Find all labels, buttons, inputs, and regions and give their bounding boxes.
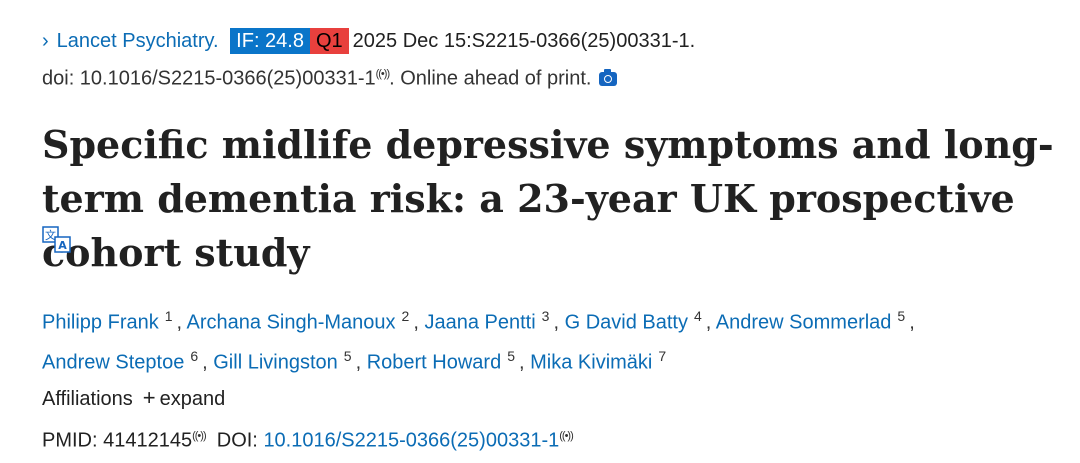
svg-text:文: 文 <box>45 228 56 242</box>
camera-icon[interactable] <box>599 68 618 86</box>
author-link[interactable]: Archana Singh-Manoux <box>186 311 396 334</box>
impact-factor-badge: IF: 24.8 <box>230 28 310 54</box>
plus-icon[interactable]: + <box>142 385 156 410</box>
affiliations-label: Affiliations <box>42 388 133 410</box>
article-title: Specific midlife depressive symptoms and… <box>42 122 1054 275</box>
translate-icon[interactable]: 文 A <box>42 226 72 254</box>
author-link[interactable]: Gill Livingston <box>213 351 338 374</box>
affiliation-number[interactable]: 6 <box>190 347 199 364</box>
affiliation-number[interactable]: 3 <box>541 308 550 324</box>
affiliation-number[interactable]: 7 <box>658 347 667 364</box>
journal-link[interactable]: Lancet Psychiatry. <box>56 30 219 52</box>
citation-date: 2025 Dec 15:S2215-0366(25)00331-1. <box>352 30 696 52</box>
author-link[interactable]: Philipp Frank <box>42 311 159 334</box>
chevron-right-icon[interactable]: › <box>42 30 49 52</box>
doi-label: DOI: <box>216 429 258 452</box>
author-link[interactable]: Andrew Steptoe <box>42 351 185 374</box>
author-link[interactable]: G David Batty <box>564 311 688 334</box>
affiliation-number[interactable]: 5 <box>897 308 906 324</box>
doi-link[interactable]: 10.1016/S2215-0366(25)00331-1 <box>263 429 560 452</box>
doi-text: doi: 10.1016/S2215-0366(25)00331-1 <box>42 67 376 90</box>
author-link[interactable]: Jaana Pentti <box>424 311 536 334</box>
citation-line: › Lancet Psychiatry. IF: 24.8 Q1 2025 Dec 1… <box>42 27 695 55</box>
live-signal-icon: ((•)) <box>192 430 206 442</box>
affiliations-toggle[interactable]: Affiliations + expand <box>42 384 225 413</box>
affiliation-number[interactable]: 5 <box>343 347 352 364</box>
live-signal-icon: ((•)) <box>559 430 573 442</box>
expand-button[interactable]: expand <box>159 388 226 410</box>
svg-text:A: A <box>58 239 67 252</box>
affiliation-number[interactable]: 2 <box>401 308 410 324</box>
affiliation-number[interactable]: 5 <box>507 347 515 364</box>
doi-line: doi: 10.1016/S2215-0366(25)00331-1((•)).… <box>42 60 618 93</box>
quartile-badge: Q1 <box>309 28 349 54</box>
author-link[interactable]: Andrew Sommerlad <box>715 311 892 334</box>
author-list: Philipp Frank 1, Archana Singh-Manoux 2, J… <box>42 308 915 374</box>
status-text: . Online ahead of print. <box>389 67 592 90</box>
author-link[interactable]: Mika Kivimäki <box>530 351 653 374</box>
affiliation-number[interactable]: 1 <box>164 308 173 324</box>
live-signal-icon: ((•)) <box>375 68 390 80</box>
pmid-label: PMID: <box>42 429 98 452</box>
affiliation-number[interactable]: 4 <box>693 308 702 324</box>
author-link[interactable]: Robert Howard <box>366 351 502 374</box>
pmid-value: 41412145 <box>103 429 193 452</box>
identifiers-line: PMID: 41412145((•)) DOI: 10.1016/S2215-0… <box>42 422 574 455</box>
